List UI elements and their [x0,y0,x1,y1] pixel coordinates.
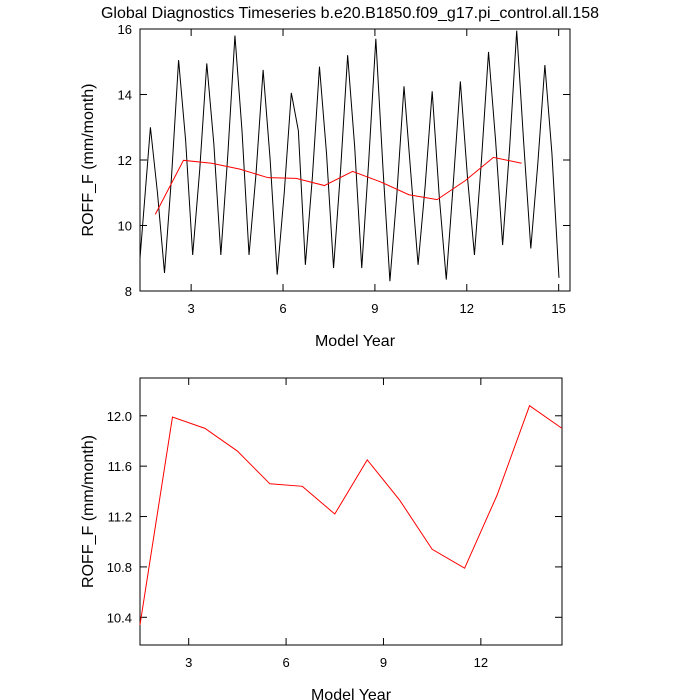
y-tick-label: 12.0 [107,409,132,424]
data-line [154,156,522,215]
x-axis-label: Model Year [315,333,396,350]
x-tick-label: 3 [188,301,195,316]
data-line [139,404,563,625]
y-axis-label: ROFF_F (mm/month) [80,435,97,588]
data-line [139,30,560,282]
y-tick-label: 11.2 [108,510,132,525]
x-tick-label: 6 [282,655,289,670]
x-tick-label: 12 [474,655,488,670]
x-axis-label: Model Year [311,687,392,700]
y-tick-label: 14 [118,88,132,103]
y-tick-label: 12 [118,153,132,168]
y-tick-label: 10 [118,219,132,234]
y-tick-label: 10.4 [107,610,132,625]
y-tick-label: 8 [125,284,132,299]
x-tick-label: 12 [460,301,474,316]
y-tick-label: 11.6 [108,459,132,474]
y-tick-label: 16 [118,22,132,37]
x-tick-label: 6 [279,301,286,316]
chart-title: Global Diagnostics Timeseries b.e20.B185… [101,5,599,22]
x-tick-label: 9 [380,655,387,670]
x-tick-label: 3 [185,655,192,670]
x-tick-label: 9 [371,301,378,316]
x-tick-label: 15 [551,301,565,316]
y-axis-label: ROFF_F (mm/month) [80,84,97,237]
y-tick-label: 10.8 [107,560,132,575]
plot-frame [139,377,563,646]
